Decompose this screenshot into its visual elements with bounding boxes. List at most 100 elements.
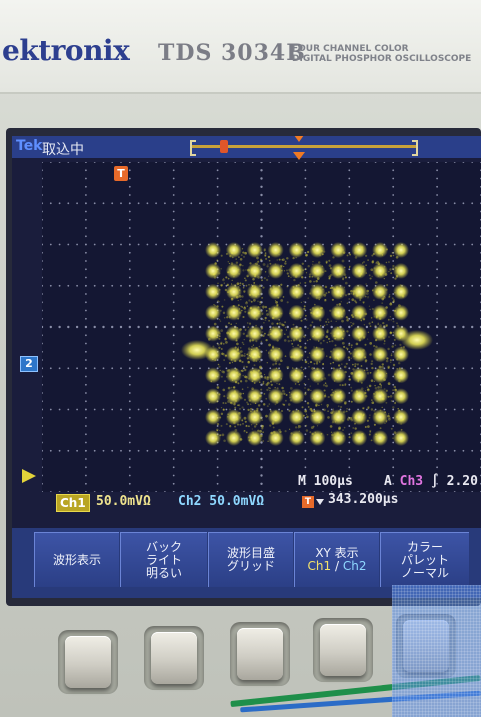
graticule-dot — [216, 185, 219, 188]
graticule-dot — [128, 350, 131, 353]
trigger-level: 2.20 — [446, 474, 478, 489]
constellation-noise — [253, 281, 256, 284]
graticule-dot — [199, 284, 201, 287]
menu-item-graticule[interactable]: 波形目盛 グリッド — [208, 532, 293, 587]
menu-item-backlight[interactable]: バック ライト 明るい — [120, 532, 207, 587]
graticule-dot — [436, 367, 438, 370]
constellation-noise — [392, 393, 394, 395]
constellation-noise — [268, 275, 270, 277]
constellation-noise — [322, 384, 326, 387]
constellation-point — [246, 262, 263, 279]
constellation-noise — [292, 323, 295, 326]
graticule-dot — [58, 284, 61, 287]
graticule-dot — [304, 177, 307, 180]
soft-key-2[interactable] — [151, 632, 197, 684]
constellation-noise — [261, 424, 264, 428]
graticule-dot — [75, 325, 79, 329]
graticule-dot — [453, 367, 456, 370]
constellation-noise — [241, 248, 244, 250]
constellation-noise — [258, 404, 260, 407]
constellation-noise — [391, 251, 394, 254]
constellation-noise — [244, 328, 247, 331]
constellation-noise — [259, 303, 261, 306]
graticule-dot — [128, 161, 131, 163]
soft-key-3[interactable] — [237, 628, 283, 680]
constellation-noise — [303, 369, 305, 371]
constellation-noise — [311, 321, 314, 324]
constellation-noise — [380, 384, 382, 386]
constellation-noise — [348, 252, 350, 255]
graticule-dot — [128, 359, 131, 361]
graticule-dot — [304, 458, 307, 460]
graticule-dot — [436, 177, 438, 180]
constellation-noise — [352, 363, 354, 366]
constellation-point — [267, 346, 284, 363]
menu-item-waveform-display[interactable]: 波形表示 — [34, 532, 119, 587]
graticule-dot — [128, 202, 131, 205]
graticule-dot — [190, 284, 193, 287]
menu-item-xy-display[interactable]: XY 表示 Ch1 / Ch2 — [294, 532, 379, 587]
graticule-dot — [41, 367, 43, 370]
constellation-noise — [388, 336, 390, 338]
graticule-dot — [190, 161, 193, 163]
graticule-dot — [295, 449, 298, 452]
graticule-dot — [41, 284, 43, 287]
graticule-dot — [330, 449, 333, 452]
constellation-point — [267, 262, 284, 279]
constellation-noise — [348, 378, 351, 381]
constellation-point — [330, 388, 347, 405]
graticule-dot — [348, 408, 351, 411]
constellation-noise — [252, 344, 255, 346]
constellation-noise — [274, 362, 278, 365]
soft-key-4[interactable] — [320, 624, 366, 676]
constellation-noise — [328, 337, 330, 340]
graticule-dot — [348, 218, 351, 221]
constellation-noise — [220, 348, 223, 350]
graticule-dot — [436, 416, 438, 419]
graticule-dot — [260, 218, 263, 221]
constellation-noise — [329, 362, 332, 365]
constellation-noise — [253, 364, 256, 367]
constellation-noise — [223, 316, 226, 319]
constellation-noise — [272, 426, 275, 429]
constellation-noise — [315, 404, 318, 407]
graticule-dot — [128, 268, 131, 271]
graticule-dot — [348, 458, 351, 460]
constellation-noise — [259, 258, 263, 261]
description-line-1: FOUR CHANNEL COLOR — [292, 44, 409, 54]
constellation-noise — [241, 419, 244, 422]
graticule-dot — [216, 227, 219, 229]
constellation-noise — [389, 316, 392, 318]
timebase-readout: M 100μs — [298, 474, 353, 489]
graticule-dot — [41, 218, 43, 221]
graticule-dot — [269, 367, 272, 370]
menu-item-color-palette[interactable]: カラー パレット ノーマル — [380, 532, 469, 587]
soft-key-1[interactable] — [65, 636, 111, 688]
graticule-dot — [181, 243, 184, 246]
constellation-point — [225, 346, 242, 363]
graticule-dot — [304, 260, 307, 262]
graticule-dot — [436, 342, 438, 345]
constellation-point — [225, 430, 242, 446]
graticule-dot — [260, 466, 263, 469]
graticule-dot — [190, 367, 193, 370]
graticule-dot — [67, 408, 70, 411]
constellation-noise — [220, 329, 224, 332]
graticule-dot — [330, 408, 333, 411]
constellation-noise — [244, 353, 246, 355]
constellation-noise — [221, 433, 225, 437]
graticule-dot — [269, 449, 272, 452]
constellation-noise — [326, 323, 328, 326]
constellation-noise — [290, 276, 292, 278]
graticule-dot — [418, 367, 421, 370]
constellation-noise — [266, 265, 269, 268]
constellation-point — [309, 283, 326, 300]
menu-item-label: バック — [145, 539, 182, 554]
constellation-noise — [368, 416, 371, 419]
graticule-dot — [392, 235, 395, 238]
graticule-dot — [172, 425, 175, 427]
constellation-noise — [388, 293, 391, 296]
graticule-dot — [304, 284, 307, 287]
constellation-noise — [265, 278, 269, 282]
constellation-noise — [328, 259, 331, 262]
